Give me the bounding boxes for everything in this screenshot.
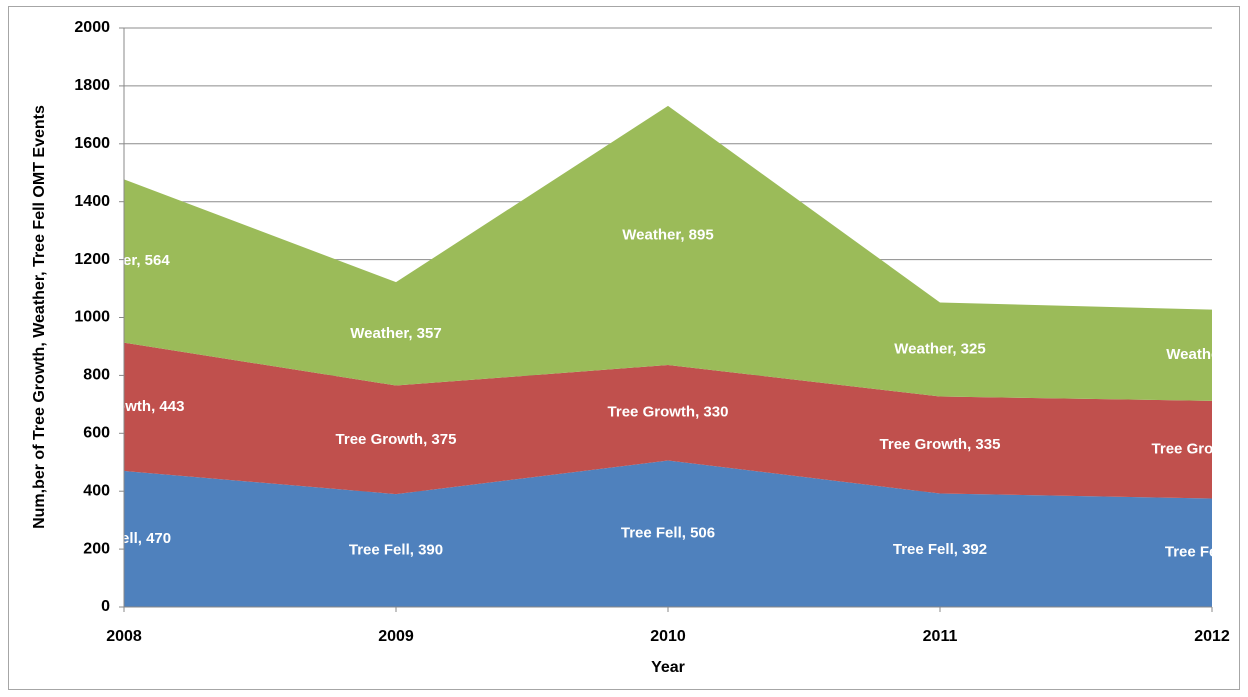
y-tick-label: 1000 — [74, 309, 110, 326]
data-label: Tree Fell, 392 — [893, 541, 987, 558]
x-tick-label: 2011 — [923, 628, 958, 645]
x-tick-label: 2010 — [650, 628, 686, 645]
x-tick-label: 2008 — [106, 628, 142, 645]
x-axis-title: Year — [651, 659, 685, 676]
y-axis-title: Num,ber of Tree Growth, Weather, Tree Fe… — [31, 105, 48, 529]
data-label: Weather, 357 — [350, 325, 441, 342]
y-tick-label: 600 — [83, 425, 110, 442]
y-tick-label: 800 — [83, 367, 110, 384]
data-label: Weather, 325 — [894, 340, 985, 357]
y-tick-label: 1200 — [74, 251, 110, 268]
data-label: Tree Growth, 375 — [336, 431, 457, 448]
area — [124, 460, 1212, 607]
data-label: Tree Fell, 506 — [621, 525, 715, 542]
data-label: Tree Fell, 375 — [1165, 544, 1248, 561]
x-tick-label: 2012 — [1194, 628, 1230, 645]
y-tick-label: 1400 — [74, 193, 110, 210]
y-tick-label: 400 — [83, 482, 110, 499]
data-label: Weather, 564 — [78, 252, 170, 269]
data-label: Tree Growth, 335 — [880, 436, 1001, 453]
area — [124, 342, 1212, 499]
y-tick-label: 2000 — [74, 19, 110, 36]
x-tick-label: 2009 — [378, 628, 414, 645]
data-label: Tree Fell, 470 — [77, 530, 171, 547]
y-tick-label: 1800 — [74, 77, 110, 94]
area — [124, 105, 1212, 401]
y-tick-label: 200 — [83, 540, 110, 557]
data-label: Weather, 315 — [1166, 346, 1248, 363]
y-tick-label: 0 — [101, 598, 110, 615]
data-label: Tree Growth, 330 — [608, 404, 729, 421]
chart-border — [8, 6, 1240, 690]
data-label: Weather, 895 — [622, 226, 713, 243]
data-label: Tree Fell, 390 — [349, 542, 443, 559]
data-label: Tree Growth, 443 — [64, 398, 185, 415]
data-label: Tree Growth, 337 — [1152, 441, 1248, 458]
y-tick-label: 1600 — [74, 135, 110, 152]
